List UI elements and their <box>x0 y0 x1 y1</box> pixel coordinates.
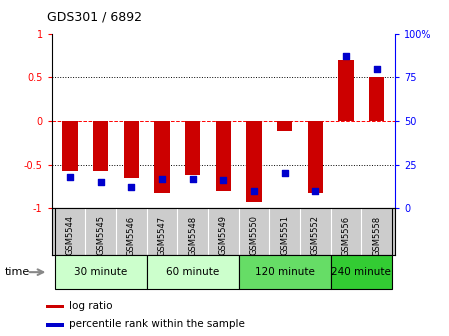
Text: 240 minute: 240 minute <box>331 267 392 277</box>
Point <box>220 178 227 183</box>
Text: GSM5558: GSM5558 <box>372 215 381 255</box>
Point <box>343 54 350 59</box>
Point <box>189 176 196 181</box>
Bar <box>93 121 108 171</box>
Bar <box>369 77 384 121</box>
Bar <box>308 121 323 193</box>
Bar <box>55 255 147 289</box>
Text: 120 minute: 120 minute <box>255 267 315 277</box>
Text: 30 minute: 30 minute <box>74 267 128 277</box>
Text: percentile rank within the sample: percentile rank within the sample <box>69 319 245 329</box>
Text: GSM5549: GSM5549 <box>219 215 228 255</box>
Point <box>158 176 166 181</box>
Bar <box>239 255 331 289</box>
Bar <box>47 323 64 327</box>
Bar <box>147 255 239 289</box>
Text: time: time <box>4 267 30 277</box>
Point <box>373 66 380 71</box>
Text: GSM5546: GSM5546 <box>127 215 136 255</box>
Text: GDS301 / 6892: GDS301 / 6892 <box>47 10 142 24</box>
Text: GSM5552: GSM5552 <box>311 215 320 255</box>
Text: GSM5547: GSM5547 <box>158 215 167 255</box>
Text: GSM5545: GSM5545 <box>96 215 105 255</box>
Bar <box>277 121 292 131</box>
Bar <box>247 121 262 202</box>
Bar <box>339 60 354 121</box>
Bar <box>62 121 78 171</box>
Text: GSM5548: GSM5548 <box>188 215 197 255</box>
Text: GSM5550: GSM5550 <box>250 215 259 255</box>
Point <box>281 171 288 176</box>
Text: 60 minute: 60 minute <box>166 267 219 277</box>
Bar <box>124 121 139 178</box>
Text: GSM5551: GSM5551 <box>280 215 289 255</box>
Point <box>97 179 104 185</box>
Bar <box>154 121 170 193</box>
Bar <box>331 255 392 289</box>
Point <box>128 185 135 190</box>
Point <box>312 188 319 194</box>
Bar <box>185 121 200 175</box>
Point <box>66 174 74 179</box>
Point <box>251 188 258 194</box>
Text: GSM5544: GSM5544 <box>66 215 75 255</box>
Bar <box>216 121 231 191</box>
Text: GSM5556: GSM5556 <box>342 215 351 255</box>
Text: log ratio: log ratio <box>69 301 113 310</box>
Bar <box>47 305 64 308</box>
